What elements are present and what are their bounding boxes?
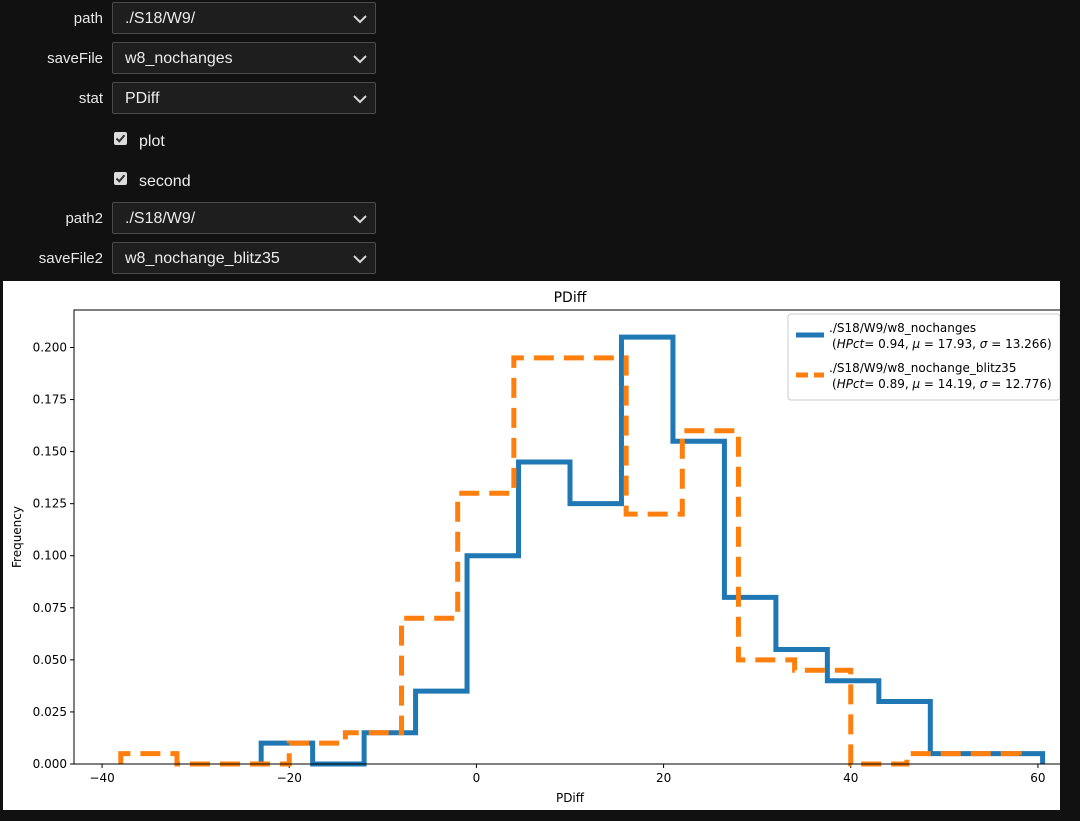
plot-checkbox-row: plot [112,122,312,156]
stat-row: stat PDiff [0,82,400,116]
y-tick-label: 0.075 [33,601,67,615]
x-tick-label: 60 [1030,771,1045,785]
y-tick-label: 0.025 [33,705,67,719]
histogram-step-series-1 [258,334,1046,767]
plot-checkbox[interactable] [114,132,127,145]
y-tick-label: 0.125 [33,497,67,511]
y-tick-label: 0.100 [33,549,67,563]
histogram-chart: PDiff −40 −20 0 20 40 60 0.000 0.025 0.050 0.075 0… [10,290,1067,805]
path2-value: ./S18/W9/ [125,210,196,227]
savefile-label: saveFile [47,50,103,67]
chart-title: PDiff [554,290,587,306]
savefile2-value: w8_nochange_blitz35 [125,250,280,267]
legend-label-series-1: ./S18/W9/w8_nochanges [829,321,976,335]
legend-stats-series-1: (HPct= 0.94, μ = 17.93, σ = 13.266) [832,337,1052,351]
widget-form: path ./S18/W9/ saveFile w8_nochanges sta… [0,0,1080,280]
x-tick-label: −40 [89,771,114,785]
second-checkbox-row: second [112,162,312,196]
y-tick-label: 0.000 [33,757,67,771]
y-tick-label: 0.175 [33,393,67,407]
x-tick-label: −20 [277,771,302,785]
legend-label-series-2: ./S18/W9/w8_nochange_blitz35 [829,361,1016,375]
y-tick-label: 0.050 [33,653,67,667]
path-dropdown[interactable]: ./S18/W9/ [112,2,376,34]
path-value: ./S18/W9/ [125,10,196,27]
plot-output: PDiff −40 −20 0 20 40 60 0.000 0.025 0.050 0.075 0… [3,281,1067,810]
savefile2-dropdown[interactable]: w8_nochange_blitz35 [112,242,376,274]
legend-stats-series-2: (HPct= 0.89, μ = 14.19, σ = 12.776) [832,377,1052,391]
stat-dropdown[interactable]: PDiff [112,82,376,114]
x-tick-label: 20 [656,771,671,785]
path2-row: path2 ./S18/W9/ [0,202,400,236]
path-row: path ./S18/W9/ [0,2,400,36]
path2-dropdown[interactable]: ./S18/W9/ [112,202,376,234]
second-checkbox-label: second [139,173,191,190]
y-tick-label: 0.150 [33,445,67,459]
checkmark-icon [115,174,126,183]
savefile-row: saveFile w8_nochanges [0,42,400,76]
x-tick-label: 0 [473,771,481,785]
chevron-down-icon [353,95,367,104]
chart-legend: ./S18/W9/w8_nochanges (HPct= 0.94, μ = 1… [787,313,1061,401]
chevron-down-icon [353,215,367,224]
y-axis-label: Frequency [10,506,24,568]
chevron-down-icon [353,255,367,264]
stat-label: stat [78,90,103,107]
x-axis-label: PDiff [556,791,585,805]
second-checkbox[interactable] [114,172,127,185]
x-tick-label: 40 [843,771,858,785]
savefile-value: w8_nochanges [125,50,233,67]
y-tick-label: 0.200 [33,340,67,354]
chevron-down-icon [353,55,367,64]
chevron-down-icon [353,15,367,24]
checkmark-icon [115,134,126,143]
path-label: path [73,10,103,27]
savefile-dropdown[interactable]: w8_nochanges [112,42,376,74]
stat-value: PDiff [125,90,160,107]
path2-label: path2 [65,210,103,227]
savefile2-row: saveFile2 w8_nochange_blitz35 [0,242,400,276]
savefile2-label: saveFile2 [38,250,103,267]
plot-checkbox-label: plot [139,133,165,150]
